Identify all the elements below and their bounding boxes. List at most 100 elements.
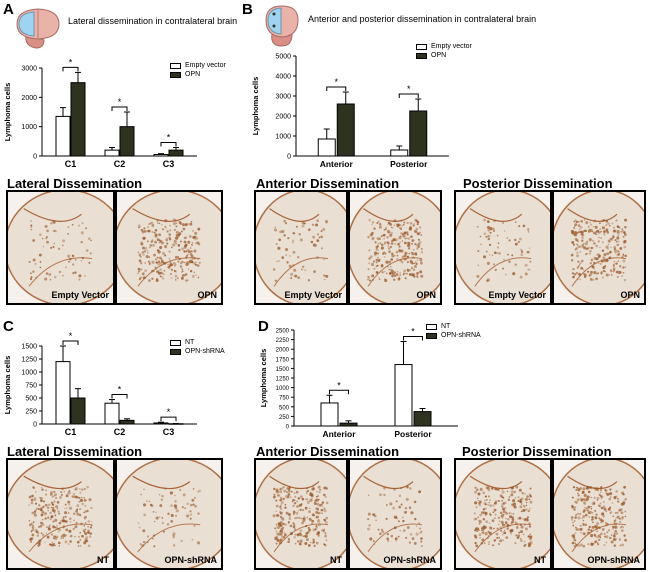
stain-dot [617, 509, 621, 512]
stain-dot [279, 529, 283, 533]
stain-dot [586, 247, 589, 250]
stain-dot [368, 257, 371, 260]
stain-dot [319, 503, 322, 506]
stain-dot [50, 222, 53, 225]
stain-dot [615, 219, 618, 222]
stain-dot [170, 504, 173, 507]
stain-dot [371, 236, 375, 240]
legend-item: OPN-shRNA [170, 347, 225, 356]
stain-dot [279, 507, 283, 510]
stain-dot [494, 513, 497, 516]
stain-dot [522, 533, 525, 536]
stain-dot [288, 515, 291, 519]
stain-dot [581, 231, 584, 234]
tissue-section [256, 460, 346, 568]
stain-dot [399, 274, 402, 276]
stain-dot [601, 241, 604, 244]
stain-dot [290, 276, 293, 280]
stain-dot [529, 507, 531, 510]
stain-dot [390, 258, 393, 261]
stain-dot [306, 498, 309, 501]
stain-dot [153, 270, 155, 272]
stain-dot [613, 544, 617, 547]
stain-dot [303, 517, 306, 520]
stain-dot [525, 504, 528, 507]
stain-dot [396, 270, 399, 273]
y-axis-label: Lymphoma cells [251, 77, 260, 136]
stain-dot [406, 231, 409, 234]
stain-dot [323, 486, 327, 490]
stain-dot [493, 251, 497, 255]
stain-dot [476, 497, 479, 500]
stain-dot [572, 521, 574, 524]
stain-dot [529, 494, 532, 498]
stain-dot [570, 516, 574, 520]
stain-dot [608, 274, 611, 276]
stain-dot [38, 233, 42, 237]
stain-dot [46, 526, 48, 528]
stain-dot [158, 241, 161, 244]
stain-dot [527, 509, 531, 513]
stain-dot [518, 488, 522, 492]
stain-dot [292, 525, 296, 529]
stain-dot [583, 493, 587, 497]
stain-dot [52, 525, 55, 527]
stain-dot [511, 503, 515, 507]
stain-dot [323, 528, 326, 531]
stain-dot [181, 268, 184, 270]
stain-dot [40, 486, 43, 489]
stain-dot [280, 505, 282, 507]
stain-dot [316, 515, 320, 519]
stain-dot [617, 500, 620, 503]
x-category-label: Anterior [322, 429, 356, 439]
stain-dot [41, 533, 45, 537]
stain-dot [292, 264, 295, 267]
stain-dot [162, 530, 165, 533]
significance-star: * [167, 132, 171, 142]
stain-dot [311, 519, 315, 523]
stain-dot [477, 226, 479, 228]
stain-dot [573, 486, 575, 489]
stain-dot [492, 504, 495, 507]
stain-dot [589, 262, 593, 265]
stain-dot [192, 261, 196, 265]
stain-dot [312, 485, 315, 489]
stain-dot [473, 512, 476, 515]
stain-dot [505, 536, 509, 539]
stain-dot [368, 262, 371, 265]
stain-dot [402, 519, 405, 523]
stain-dot [396, 254, 399, 257]
significance-star: * [337, 380, 341, 390]
stain-dot [375, 519, 377, 522]
stain-dot [304, 542, 308, 546]
significance-bracket [111, 106, 128, 111]
stain-dot [172, 222, 176, 226]
stain-dot [479, 513, 483, 517]
stain-dot [527, 231, 530, 233]
y-tick-label: 4000 [275, 74, 291, 81]
stain-dot [584, 523, 587, 527]
stain-dot [282, 497, 286, 501]
stain-dot [414, 517, 417, 521]
stain-dot [408, 541, 412, 544]
stain-dot [474, 501, 478, 505]
stain-dot [313, 270, 316, 273]
bar [317, 138, 336, 157]
stain-dot [299, 539, 303, 543]
stain-dot [502, 267, 505, 270]
stain-dot [292, 232, 295, 235]
stain-dot [485, 520, 489, 524]
stain-dot [294, 542, 297, 545]
stain-dot [194, 263, 197, 266]
y-tick-label: 750 [25, 383, 37, 390]
stain-dot [298, 516, 301, 519]
stain-dot [475, 488, 479, 491]
stain-dot [584, 242, 588, 246]
stain-dot [377, 220, 380, 223]
stain-dot [620, 502, 624, 506]
histology-image: Empty Vector [454, 190, 552, 305]
stain-dot [384, 252, 387, 255]
stain-dot [60, 493, 63, 497]
stain-dot [614, 511, 617, 515]
stain-dot [619, 508, 622, 512]
